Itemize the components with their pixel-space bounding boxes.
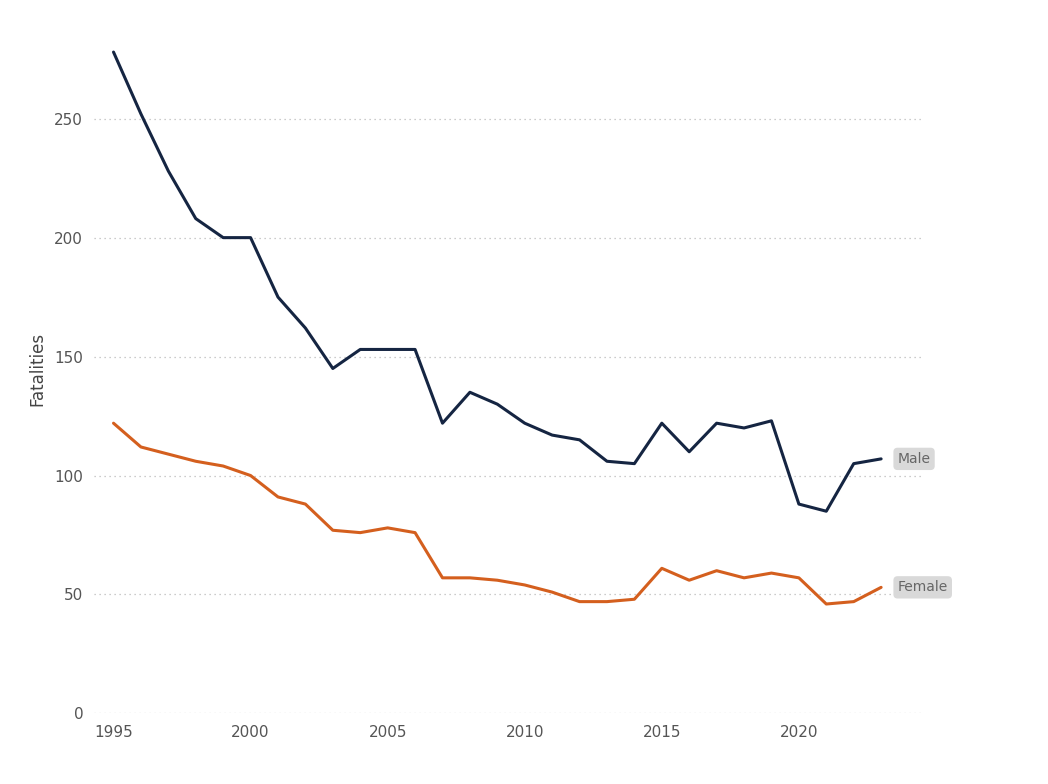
Y-axis label: Fatalities: Fatalities: [28, 332, 46, 405]
Text: Female: Female: [897, 580, 947, 594]
Text: Male: Male: [897, 452, 931, 466]
